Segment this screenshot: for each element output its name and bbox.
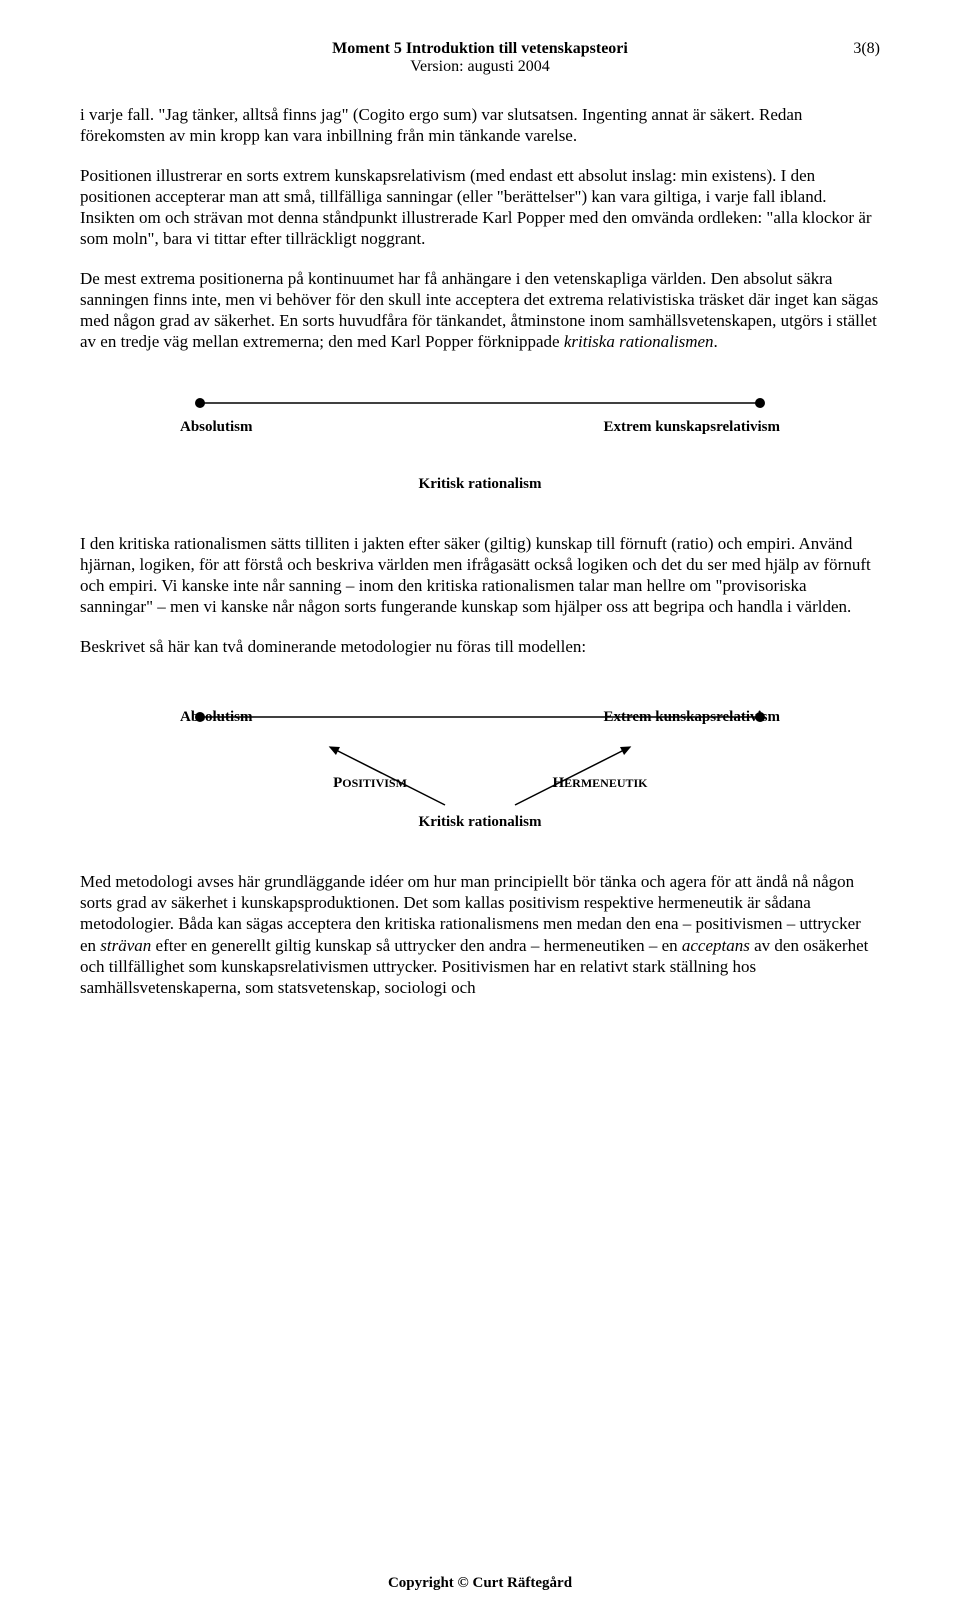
diagram-1: Absolutism Extrem kunskapsrelativism Kri… <box>180 393 780 493</box>
paragraph-2: Positionen illustrerar en sorts extrem k… <box>80 165 880 250</box>
diagram-2-bottom-label: Kritisk rationalism <box>180 814 780 831</box>
paragraph-3: De mest extrema positionerna på kontinuu… <box>80 268 880 353</box>
paragraph-4: I den kritiska rationalismen sätts tilli… <box>80 533 880 618</box>
diagram-1-labels: Absolutism Extrem kunskapsrelativism <box>180 419 780 436</box>
page-header: Moment 5 Introduktion till vetenskapsteo… <box>80 40 880 76</box>
diagram-2-left-label: Absolutism <box>180 709 253 726</box>
page-footer: Copyright © Curt Räftegård <box>0 1575 960 1592</box>
header-subtitle: Version: augusti 2004 <box>80 58 880 76</box>
header-title: Moment 5 Introduktion till vetenskapsteo… <box>80 40 880 58</box>
diagram-2-right-label: Extrem kunskapsrelativism <box>603 709 780 726</box>
paragraph-3-text: De mest extrema positionerna på kontinuu… <box>80 269 878 352</box>
paragraph-6-b: strävan <box>100 936 151 955</box>
paragraph-6-c: efter en generellt giltig kunskap så utt… <box>151 936 682 955</box>
diagram-2-hermeneutik-label: HERMENEUTIK <box>552 775 648 791</box>
page-number: 3(8) <box>853 40 880 58</box>
paragraph-5: Beskrivet så här kan två dominerande met… <box>80 636 880 657</box>
diagram-2-positivism-label: POSITIVISM <box>333 775 407 791</box>
paragraph-3-italic: kritiska rationalismen <box>564 332 714 351</box>
paragraph-6-d: acceptans <box>682 936 750 955</box>
diagram-1-svg <box>180 393 780 413</box>
paragraph-3-after: . <box>714 332 718 351</box>
paragraph-1: i varje fall. "Jag tänker, alltså finns … <box>80 104 880 147</box>
diagram-2: POSITIVISM HERMENEUTIK Absolutism Extrem… <box>180 707 780 831</box>
paragraph-6: Med metodologi avses här grundläggande i… <box>80 871 880 999</box>
diagram-1-right-label: Extrem kunskapsrelativism <box>603 419 780 436</box>
diagram-1-left-label: Absolutism <box>180 419 253 436</box>
page: Moment 5 Introduktion till vetenskapsteo… <box>0 0 960 1620</box>
diagram-1-center-label: Kritisk rationalism <box>180 476 780 493</box>
